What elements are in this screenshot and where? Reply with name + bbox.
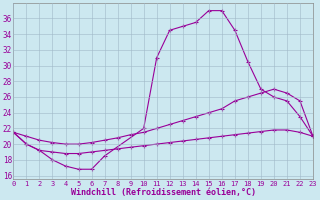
X-axis label: Windchill (Refroidissement éolien,°C): Windchill (Refroidissement éolien,°C): [71, 188, 256, 197]
